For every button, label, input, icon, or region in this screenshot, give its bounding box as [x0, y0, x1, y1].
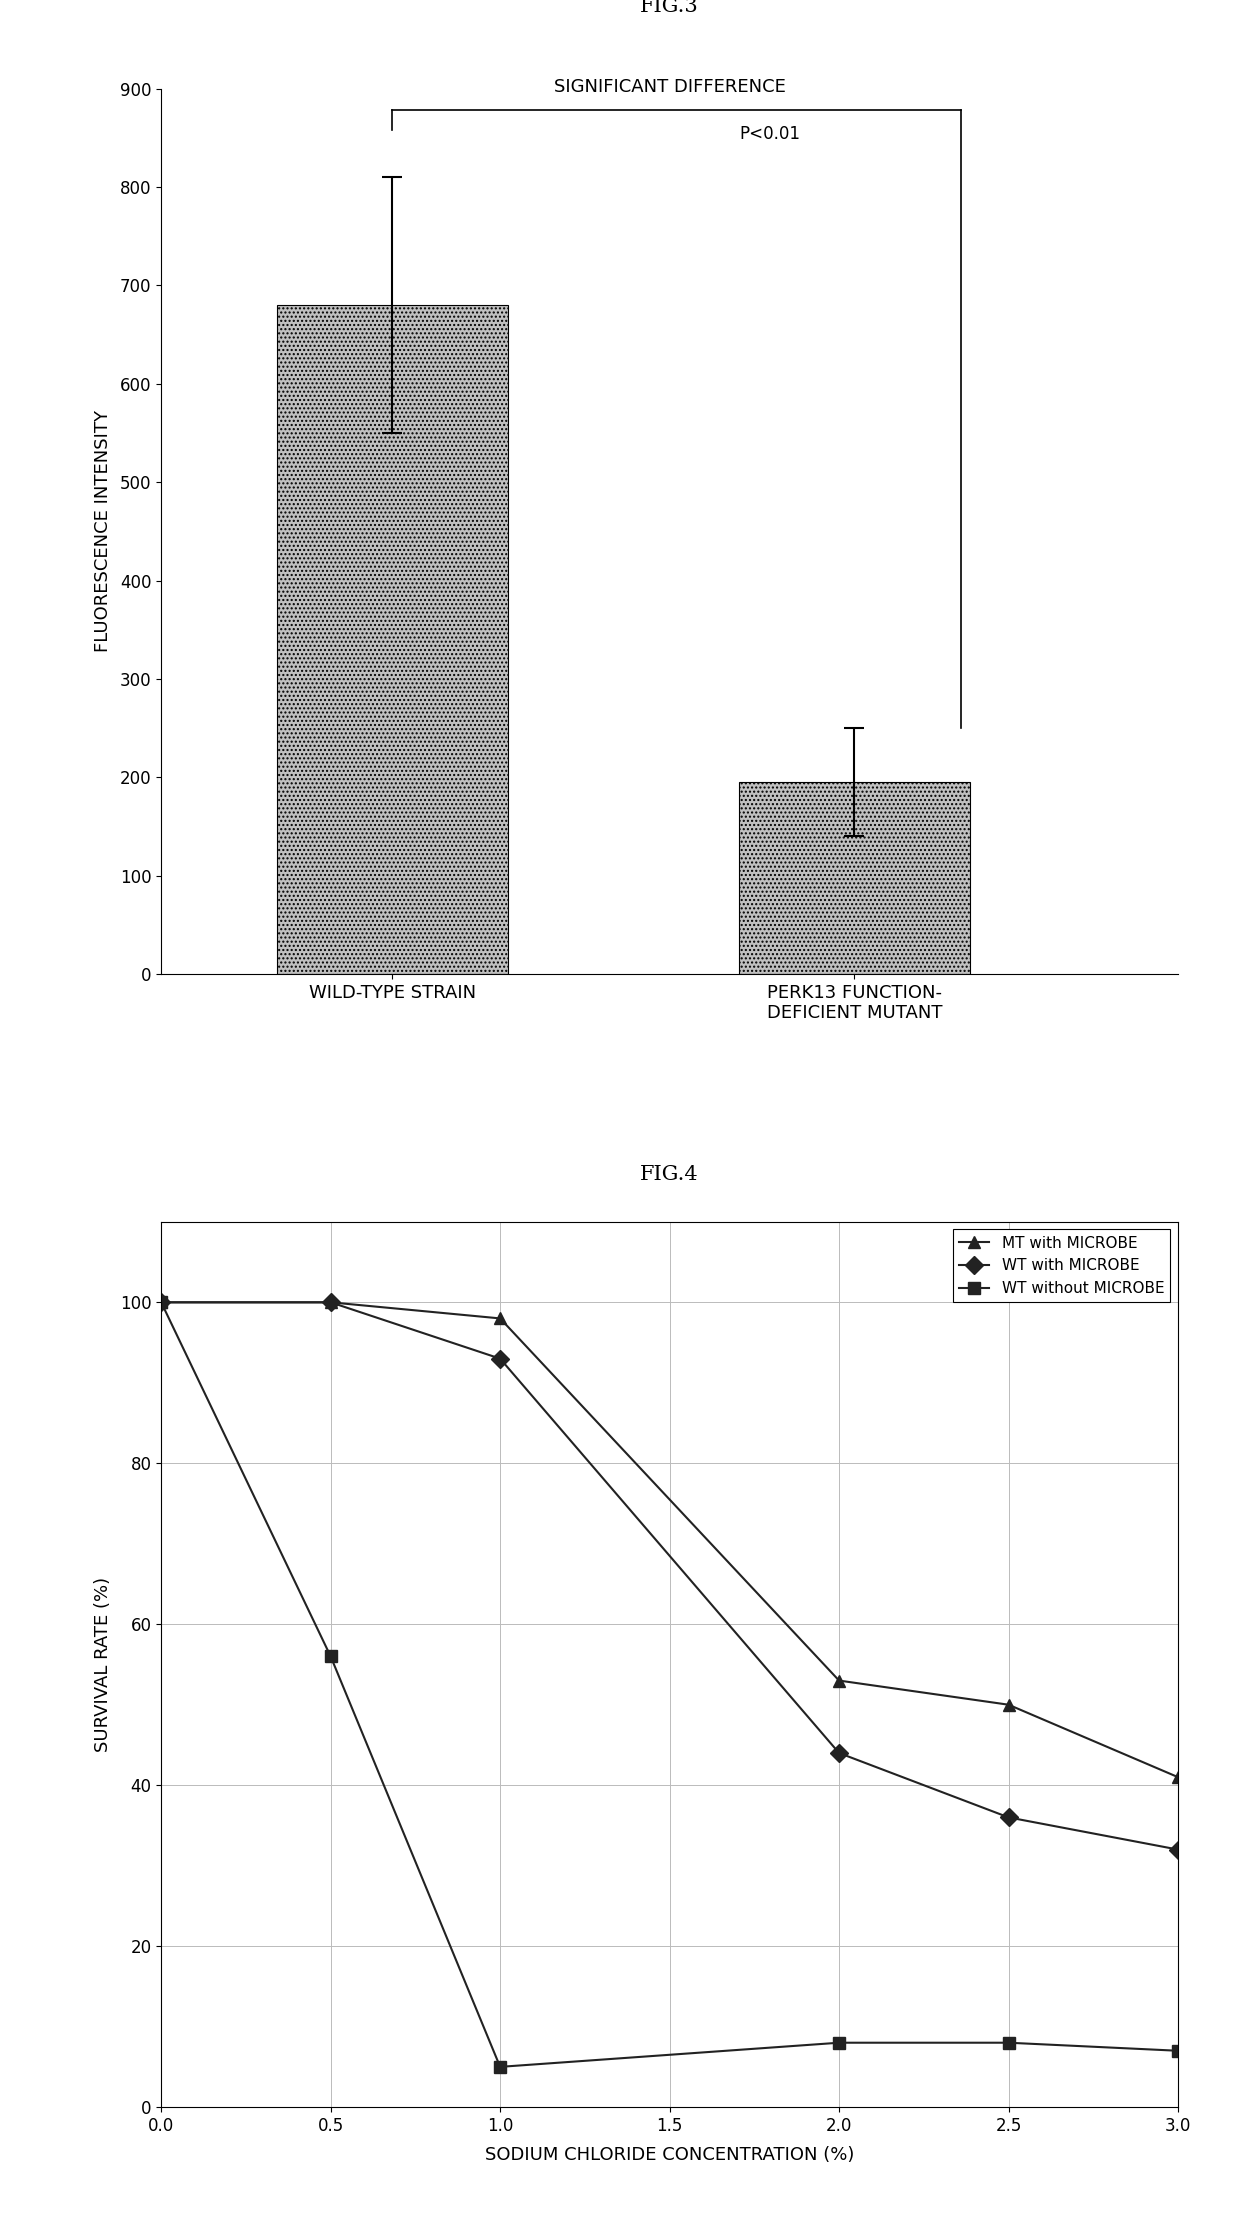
Legend: MT with MICROBE, WT with MICROBE, WT without MICROBE: MT with MICROBE, WT with MICROBE, WT wit…: [952, 1229, 1171, 1302]
Bar: [739, 783, 970, 974]
WT without MICROBE: [154, 1289, 169, 1315]
Text: SIGNIFICANT DIFFERENCE: SIGNIFICANT DIFFERENCE: [554, 78, 785, 95]
WT without MICROBE: [324, 1644, 339, 1670]
WT with MICROBE: [492, 1346, 507, 1373]
Y-axis label: SURVIVAL RATE (%): SURVIVAL RATE (%): [93, 1577, 112, 1752]
WT without MICROBE: [832, 2029, 847, 2056]
WT with MICROBE: [1001, 1803, 1016, 1830]
Title: FIG.4: FIG.4: [640, 1164, 699, 1184]
Bar: [277, 306, 508, 974]
WT with MICROBE: [324, 1289, 339, 1315]
WT without MICROBE: [492, 2054, 507, 2080]
Text: P<0.01: P<0.01: [739, 124, 800, 144]
Y-axis label: FLUORESCENCE INTENSITY: FLUORESCENCE INTENSITY: [93, 410, 112, 652]
MT with MICROBE: [1001, 1692, 1016, 1719]
MT with MICROBE: [492, 1304, 507, 1331]
WT without MICROBE: [1171, 2038, 1185, 2065]
MT with MICROBE: [1171, 1763, 1185, 1790]
X-axis label: SODIUM CHLORIDE CONCENTRATION (%): SODIUM CHLORIDE CONCENTRATION (%): [485, 2147, 854, 2165]
Line: WT without MICROBE: WT without MICROBE: [155, 1295, 1184, 2074]
WT without MICROBE: [1001, 2029, 1016, 2056]
WT with MICROBE: [1171, 1837, 1185, 1863]
Title: FIG.3: FIG.3: [640, 0, 699, 16]
MT with MICROBE: [832, 1668, 847, 1695]
WT with MICROBE: [154, 1289, 169, 1315]
Line: MT with MICROBE: MT with MICROBE: [155, 1295, 1184, 1783]
MT with MICROBE: [154, 1289, 169, 1315]
WT with MICROBE: [832, 1739, 847, 1766]
Line: WT with MICROBE: WT with MICROBE: [155, 1295, 1184, 1856]
MT with MICROBE: [324, 1289, 339, 1315]
